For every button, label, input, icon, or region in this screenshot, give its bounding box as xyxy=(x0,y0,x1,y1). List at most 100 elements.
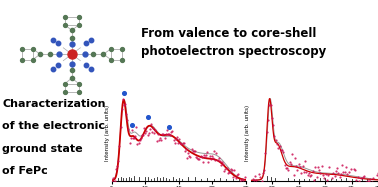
Point xyxy=(137,138,143,141)
Point xyxy=(172,142,178,145)
Point xyxy=(367,177,373,180)
Point xyxy=(160,132,166,135)
Point xyxy=(191,150,197,153)
Point xyxy=(338,173,344,176)
Point xyxy=(251,178,257,181)
Point xyxy=(243,184,249,187)
Point xyxy=(254,178,260,181)
Point xyxy=(119,108,125,111)
Point xyxy=(234,174,240,177)
Point xyxy=(280,150,287,153)
Point xyxy=(175,142,181,145)
Point xyxy=(231,168,237,171)
Point xyxy=(219,160,225,163)
Text: of FePc: of FePc xyxy=(2,166,48,176)
Point xyxy=(112,179,118,182)
Point xyxy=(217,160,223,163)
Point xyxy=(142,131,148,134)
Point xyxy=(165,133,171,136)
Point xyxy=(335,171,341,174)
Point xyxy=(166,132,172,135)
Point xyxy=(321,177,327,180)
Point xyxy=(347,180,353,183)
Point xyxy=(132,134,138,137)
Point xyxy=(211,150,217,153)
Text: ground state: ground state xyxy=(2,144,83,154)
Point xyxy=(155,133,161,136)
Point xyxy=(158,138,164,141)
Point xyxy=(183,147,189,150)
Point xyxy=(123,113,129,116)
Point xyxy=(283,167,289,170)
Point xyxy=(178,143,184,146)
Point xyxy=(159,133,165,136)
Point xyxy=(307,175,313,178)
Point xyxy=(187,155,194,158)
Point xyxy=(222,168,228,171)
Point xyxy=(255,181,261,184)
Point xyxy=(353,178,359,181)
Point xyxy=(314,175,320,178)
Point xyxy=(301,171,307,174)
Point xyxy=(130,136,136,139)
Point xyxy=(150,126,156,129)
Point xyxy=(293,165,299,168)
Point xyxy=(182,150,188,153)
Point xyxy=(115,159,121,162)
Point xyxy=(361,175,367,178)
Point xyxy=(110,177,116,180)
Point xyxy=(249,178,256,181)
Point xyxy=(261,168,267,171)
Point xyxy=(190,149,196,152)
Point xyxy=(201,153,207,156)
Point xyxy=(362,182,368,185)
Point xyxy=(344,172,350,175)
Point xyxy=(334,166,340,169)
Point xyxy=(242,176,248,179)
Point xyxy=(161,136,167,139)
Point xyxy=(194,156,200,159)
Point xyxy=(259,180,265,183)
Point xyxy=(236,182,242,185)
Point xyxy=(302,159,308,162)
Point xyxy=(269,116,275,119)
Point xyxy=(151,132,157,135)
Point xyxy=(184,156,190,159)
Point xyxy=(229,169,235,172)
Point xyxy=(315,166,321,169)
Point xyxy=(118,126,124,129)
Point xyxy=(365,180,371,183)
Point xyxy=(189,147,195,150)
Point xyxy=(153,139,160,142)
Text: Characterization: Characterization xyxy=(2,99,106,109)
Point xyxy=(230,175,236,178)
Point xyxy=(129,128,135,131)
Point xyxy=(318,171,324,174)
Point xyxy=(226,171,232,174)
Point xyxy=(275,147,281,150)
Point xyxy=(265,118,271,121)
Point xyxy=(120,98,126,101)
Point xyxy=(147,127,153,130)
Point xyxy=(294,168,301,171)
Point xyxy=(311,179,317,182)
Point xyxy=(143,130,149,133)
Point xyxy=(148,123,154,126)
Point xyxy=(177,142,183,145)
Point xyxy=(288,162,294,165)
Point xyxy=(237,181,243,184)
Point xyxy=(186,154,192,157)
Point xyxy=(199,156,205,159)
Point xyxy=(114,164,120,167)
Point xyxy=(192,149,198,152)
Point xyxy=(333,170,339,173)
Point xyxy=(235,173,241,176)
Point xyxy=(193,155,199,158)
Point xyxy=(271,134,277,137)
Point xyxy=(266,104,272,107)
Point xyxy=(113,168,119,171)
Point xyxy=(312,165,318,168)
Point xyxy=(240,179,246,182)
Point xyxy=(349,183,355,186)
Point xyxy=(138,137,144,140)
